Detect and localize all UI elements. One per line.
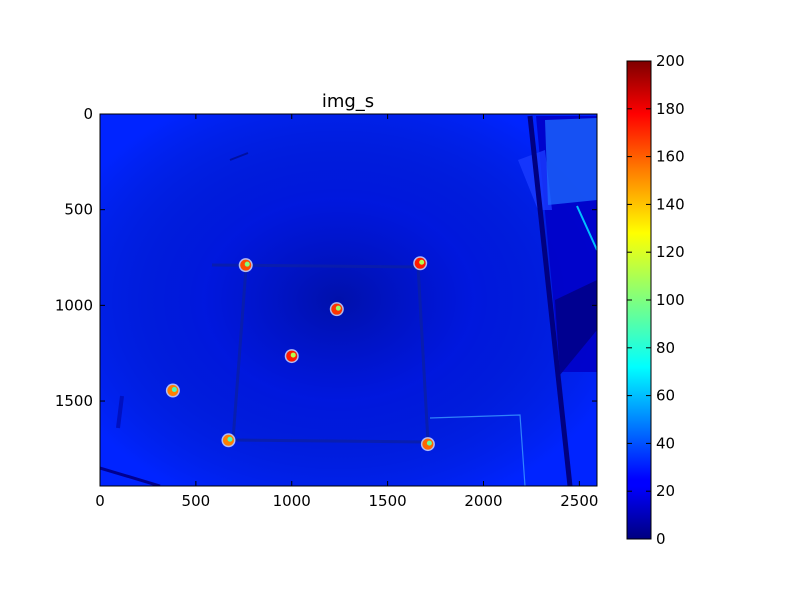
colorbar-tick-label: 160 — [656, 148, 685, 166]
hot-spot-inner — [335, 305, 341, 311]
hot-spot — [420, 437, 435, 452]
colorbar-axis: 0 20 40 60 80 100 120 140 160 180 200 — [627, 52, 685, 548]
colorbar-tick-label: 60 — [656, 387, 675, 405]
plot-frame — [99, 113, 598, 487]
hot-spot-inner — [419, 259, 425, 265]
colorbar-tick-label: 120 — [656, 243, 685, 261]
scene-mark-bottom-left — [100, 466, 161, 486]
colorbar-tick-label: 80 — [656, 339, 675, 357]
y-axis: 0 500 1000 1500 — [55, 105, 597, 410]
hot-spot-inner — [244, 261, 250, 267]
y-tick-label: 1000 — [55, 296, 93, 314]
scene-right-structure — [518, 115, 597, 486]
heatmap-vignette — [100, 114, 597, 486]
colorbar-tick-label: 20 — [656, 482, 675, 500]
x-axis: 0 500 1000 1500 2000 2500 — [95, 114, 598, 510]
hot-spot — [221, 433, 236, 448]
x-tick-label: 2500 — [560, 492, 598, 510]
chart-title: img_s — [322, 91, 374, 112]
y-tick-label: 500 — [64, 201, 93, 219]
colorbar-tick-label: 100 — [656, 291, 685, 309]
colorbar-tick-label: 40 — [656, 434, 675, 452]
y-tick-label: 1500 — [55, 392, 93, 410]
x-tick-label: 2000 — [464, 492, 502, 510]
heatmap-image — [100, 114, 597, 486]
hot-spot — [284, 349, 299, 364]
colorbar-tick-label: 0 — [656, 530, 666, 548]
y-tick-label: 0 — [83, 105, 93, 123]
hot-spot-inner — [290, 352, 296, 358]
colorbar-tick-label: 200 — [656, 52, 685, 70]
hot-spot-inner — [171, 387, 177, 393]
x-tick-label: 0 — [95, 492, 105, 510]
scene-mark-left — [116, 395, 124, 429]
hot-spot — [165, 383, 180, 398]
hot-spot-inner — [227, 436, 233, 442]
hot-spot-inner — [426, 440, 432, 446]
hot-spot — [413, 256, 428, 271]
hot-spots — [165, 256, 435, 452]
scene-mark-top — [229, 152, 249, 161]
hot-spot — [238, 258, 253, 273]
x-tick-label: 1500 — [369, 492, 407, 510]
colorbar-tick-label: 140 — [656, 195, 685, 213]
x-tick-label: 500 — [182, 492, 211, 510]
hot-spot — [329, 302, 344, 317]
x-tick-label: 1000 — [273, 492, 311, 510]
scene-cable — [429, 414, 526, 486]
colorbar-tick-label: 180 — [656, 100, 685, 118]
